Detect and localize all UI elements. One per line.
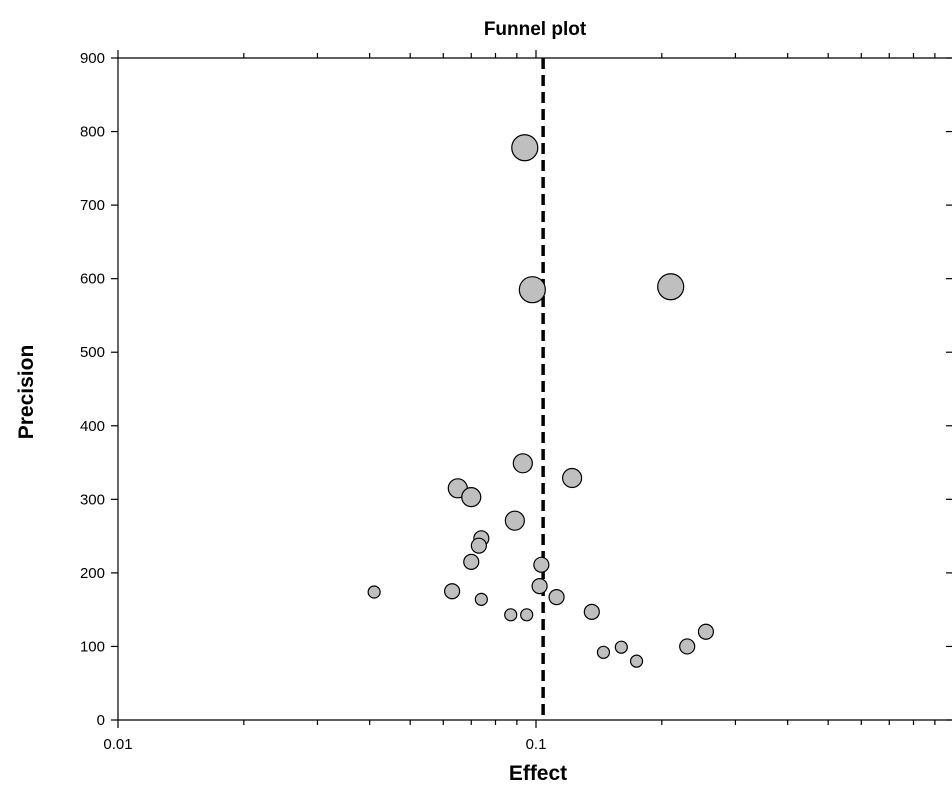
data-point bbox=[629, 654, 644, 668]
y-tick-label: 500 bbox=[80, 344, 105, 361]
data-point bbox=[561, 467, 583, 489]
data-point bbox=[367, 585, 381, 599]
y-tick-label: 900 bbox=[80, 50, 105, 67]
y-tick-label: 800 bbox=[80, 124, 105, 141]
data-point bbox=[614, 640, 628, 654]
data-point bbox=[657, 273, 685, 301]
data-point bbox=[679, 638, 696, 655]
y-axis-label: Precision bbox=[15, 345, 38, 440]
axes: 0 100 200 300 400 500 600 700 800 900 0.01 0.1 bbox=[80, 50, 952, 753]
chart-title: Funnel plot bbox=[484, 19, 587, 40]
x-tick-label: 0.1 bbox=[526, 736, 547, 753]
y-tick-label: 300 bbox=[80, 491, 105, 508]
data-point bbox=[463, 553, 480, 570]
data-point bbox=[520, 608, 534, 622]
y-tick-label: 400 bbox=[80, 418, 105, 435]
y-tick-label: 600 bbox=[80, 271, 105, 288]
data-point bbox=[548, 589, 565, 606]
data-point bbox=[461, 487, 482, 508]
data-point bbox=[533, 556, 550, 573]
data-point bbox=[474, 592, 488, 606]
data-point bbox=[444, 583, 461, 600]
data-point bbox=[470, 537, 487, 554]
x-axis-label: Effect bbox=[509, 762, 567, 785]
data-point bbox=[697, 623, 715, 640]
data-point bbox=[511, 134, 539, 162]
y-tick-label: 0 bbox=[97, 712, 105, 729]
data-point bbox=[531, 578, 548, 595]
data-point bbox=[504, 510, 525, 531]
y-tick-label: 700 bbox=[80, 197, 105, 214]
y-tick-label: 200 bbox=[80, 565, 105, 582]
data-point bbox=[504, 608, 518, 622]
data-points bbox=[367, 134, 715, 668]
y-tick-label: 100 bbox=[80, 638, 105, 655]
data-point bbox=[512, 453, 533, 474]
data-point bbox=[596, 645, 611, 659]
x-tick-label: 0.01 bbox=[103, 736, 132, 753]
data-point bbox=[518, 276, 546, 304]
data-point bbox=[583, 603, 600, 620]
